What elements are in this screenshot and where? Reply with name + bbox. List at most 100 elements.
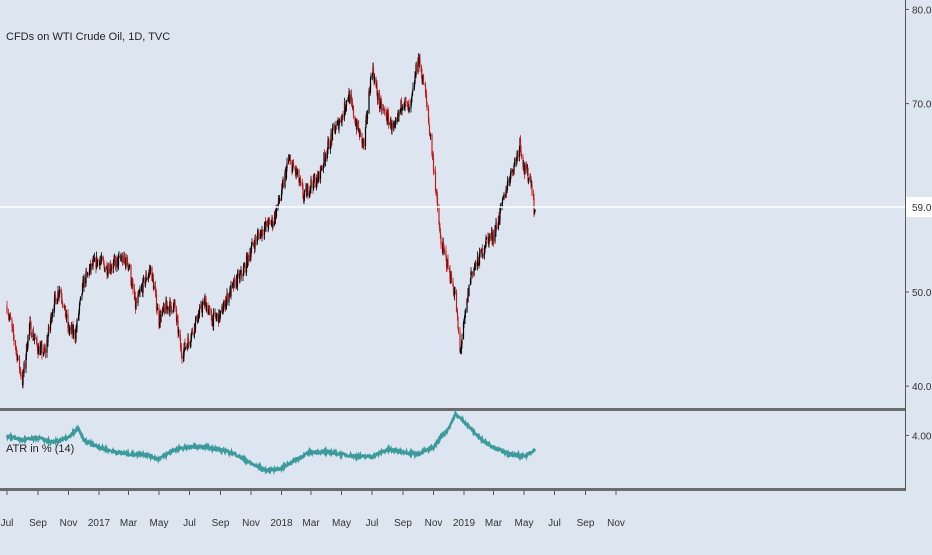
last-price-tag-bg — [906, 197, 932, 218]
candle-body — [90, 263, 92, 270]
candle — [154, 281, 157, 298]
candle-body — [425, 95, 428, 102]
time-tick-label: May — [515, 518, 534, 529]
candle-body — [207, 310, 210, 315]
candle — [516, 150, 518, 165]
candle-body — [403, 106, 405, 108]
candle-body — [153, 286, 155, 290]
candle — [522, 154, 524, 170]
candle-body — [475, 262, 477, 266]
candle — [81, 293, 83, 301]
candle — [123, 251, 126, 264]
candle — [74, 328, 76, 343]
right-price-axis[interactable]: 80.00 70.00 50.00 40.00 4.00 59.02 — [905, 0, 932, 491]
candle-body — [335, 124, 337, 130]
candle — [146, 277, 148, 281]
candle-body — [459, 331, 461, 352]
candle — [345, 99, 348, 112]
candle-body — [121, 256, 124, 263]
candle-body — [130, 265, 132, 284]
time-tick-label: Sep — [29, 518, 47, 529]
candle-body — [303, 190, 306, 197]
candle-body — [106, 273, 109, 275]
candle-body — [47, 335, 49, 343]
candle — [300, 181, 302, 186]
candle-body — [271, 218, 274, 227]
candle-body — [394, 121, 397, 124]
candle — [390, 116, 392, 130]
candle-body — [420, 66, 423, 75]
candle — [385, 108, 388, 122]
time-axis[interactable]: Jul Sep Nov 2017 Mar May Jul Sep Nov 2018 Mar May Ju… — [1, 491, 625, 529]
candle-body — [454, 291, 456, 293]
candle-body — [428, 125, 431, 134]
candle — [210, 308, 213, 321]
candle — [233, 274, 236, 284]
candle — [268, 217, 271, 225]
candle — [56, 298, 59, 305]
candle-body — [257, 232, 260, 235]
candle-body — [156, 310, 158, 311]
candle — [426, 101, 428, 111]
candle-body — [142, 278, 145, 280]
candle-body — [432, 155, 434, 158]
candle-body — [309, 188, 311, 194]
time-tick-label: Nov — [60, 518, 78, 529]
candle — [428, 117, 430, 126]
candle-body — [473, 267, 476, 269]
candle-body — [99, 260, 101, 266]
candle-body — [421, 74, 423, 81]
candle — [153, 281, 155, 290]
candle — [233, 279, 235, 289]
candle — [524, 162, 526, 176]
candle — [32, 326, 35, 341]
candle-body — [363, 140, 365, 147]
candle — [99, 256, 101, 270]
candle — [469, 277, 472, 286]
candle-body — [344, 108, 347, 111]
candle — [167, 306, 169, 315]
candle — [177, 314, 179, 339]
candle — [470, 267, 472, 285]
candle-body — [312, 175, 315, 189]
candle — [278, 194, 281, 204]
candle — [384, 106, 386, 117]
candle-body — [58, 293, 60, 297]
candle — [316, 170, 319, 178]
candle-body — [68, 325, 70, 332]
candle — [119, 253, 122, 262]
candle-body — [405, 101, 407, 102]
candle — [16, 349, 18, 364]
candle-body — [99, 260, 102, 262]
candle-body — [327, 140, 329, 150]
candle-body — [351, 103, 354, 108]
candle — [28, 322, 31, 341]
candle-body — [263, 234, 265, 235]
candle-body — [285, 168, 288, 178]
candle-body — [170, 301, 172, 307]
candle — [110, 264, 112, 275]
candle — [30, 320, 32, 336]
candle — [93, 252, 96, 262]
candle-body — [464, 311, 467, 314]
candle — [301, 178, 304, 190]
candle — [79, 299, 81, 306]
candle-body — [457, 316, 459, 329]
candle-body — [408, 108, 411, 109]
candle-body — [389, 123, 391, 125]
candle — [335, 120, 337, 131]
candle — [195, 315, 197, 322]
candle-body — [519, 138, 522, 147]
candle — [197, 310, 200, 322]
candle-body — [53, 309, 55, 313]
candle — [330, 128, 332, 149]
candle-body — [524, 164, 526, 174]
candle-body — [356, 120, 358, 130]
candle — [279, 198, 281, 202]
candle-body — [221, 306, 224, 315]
candle-body — [109, 264, 112, 271]
candle-body — [137, 291, 140, 296]
candle-body — [520, 153, 523, 158]
candle-body — [272, 224, 274, 227]
candle — [289, 154, 292, 165]
